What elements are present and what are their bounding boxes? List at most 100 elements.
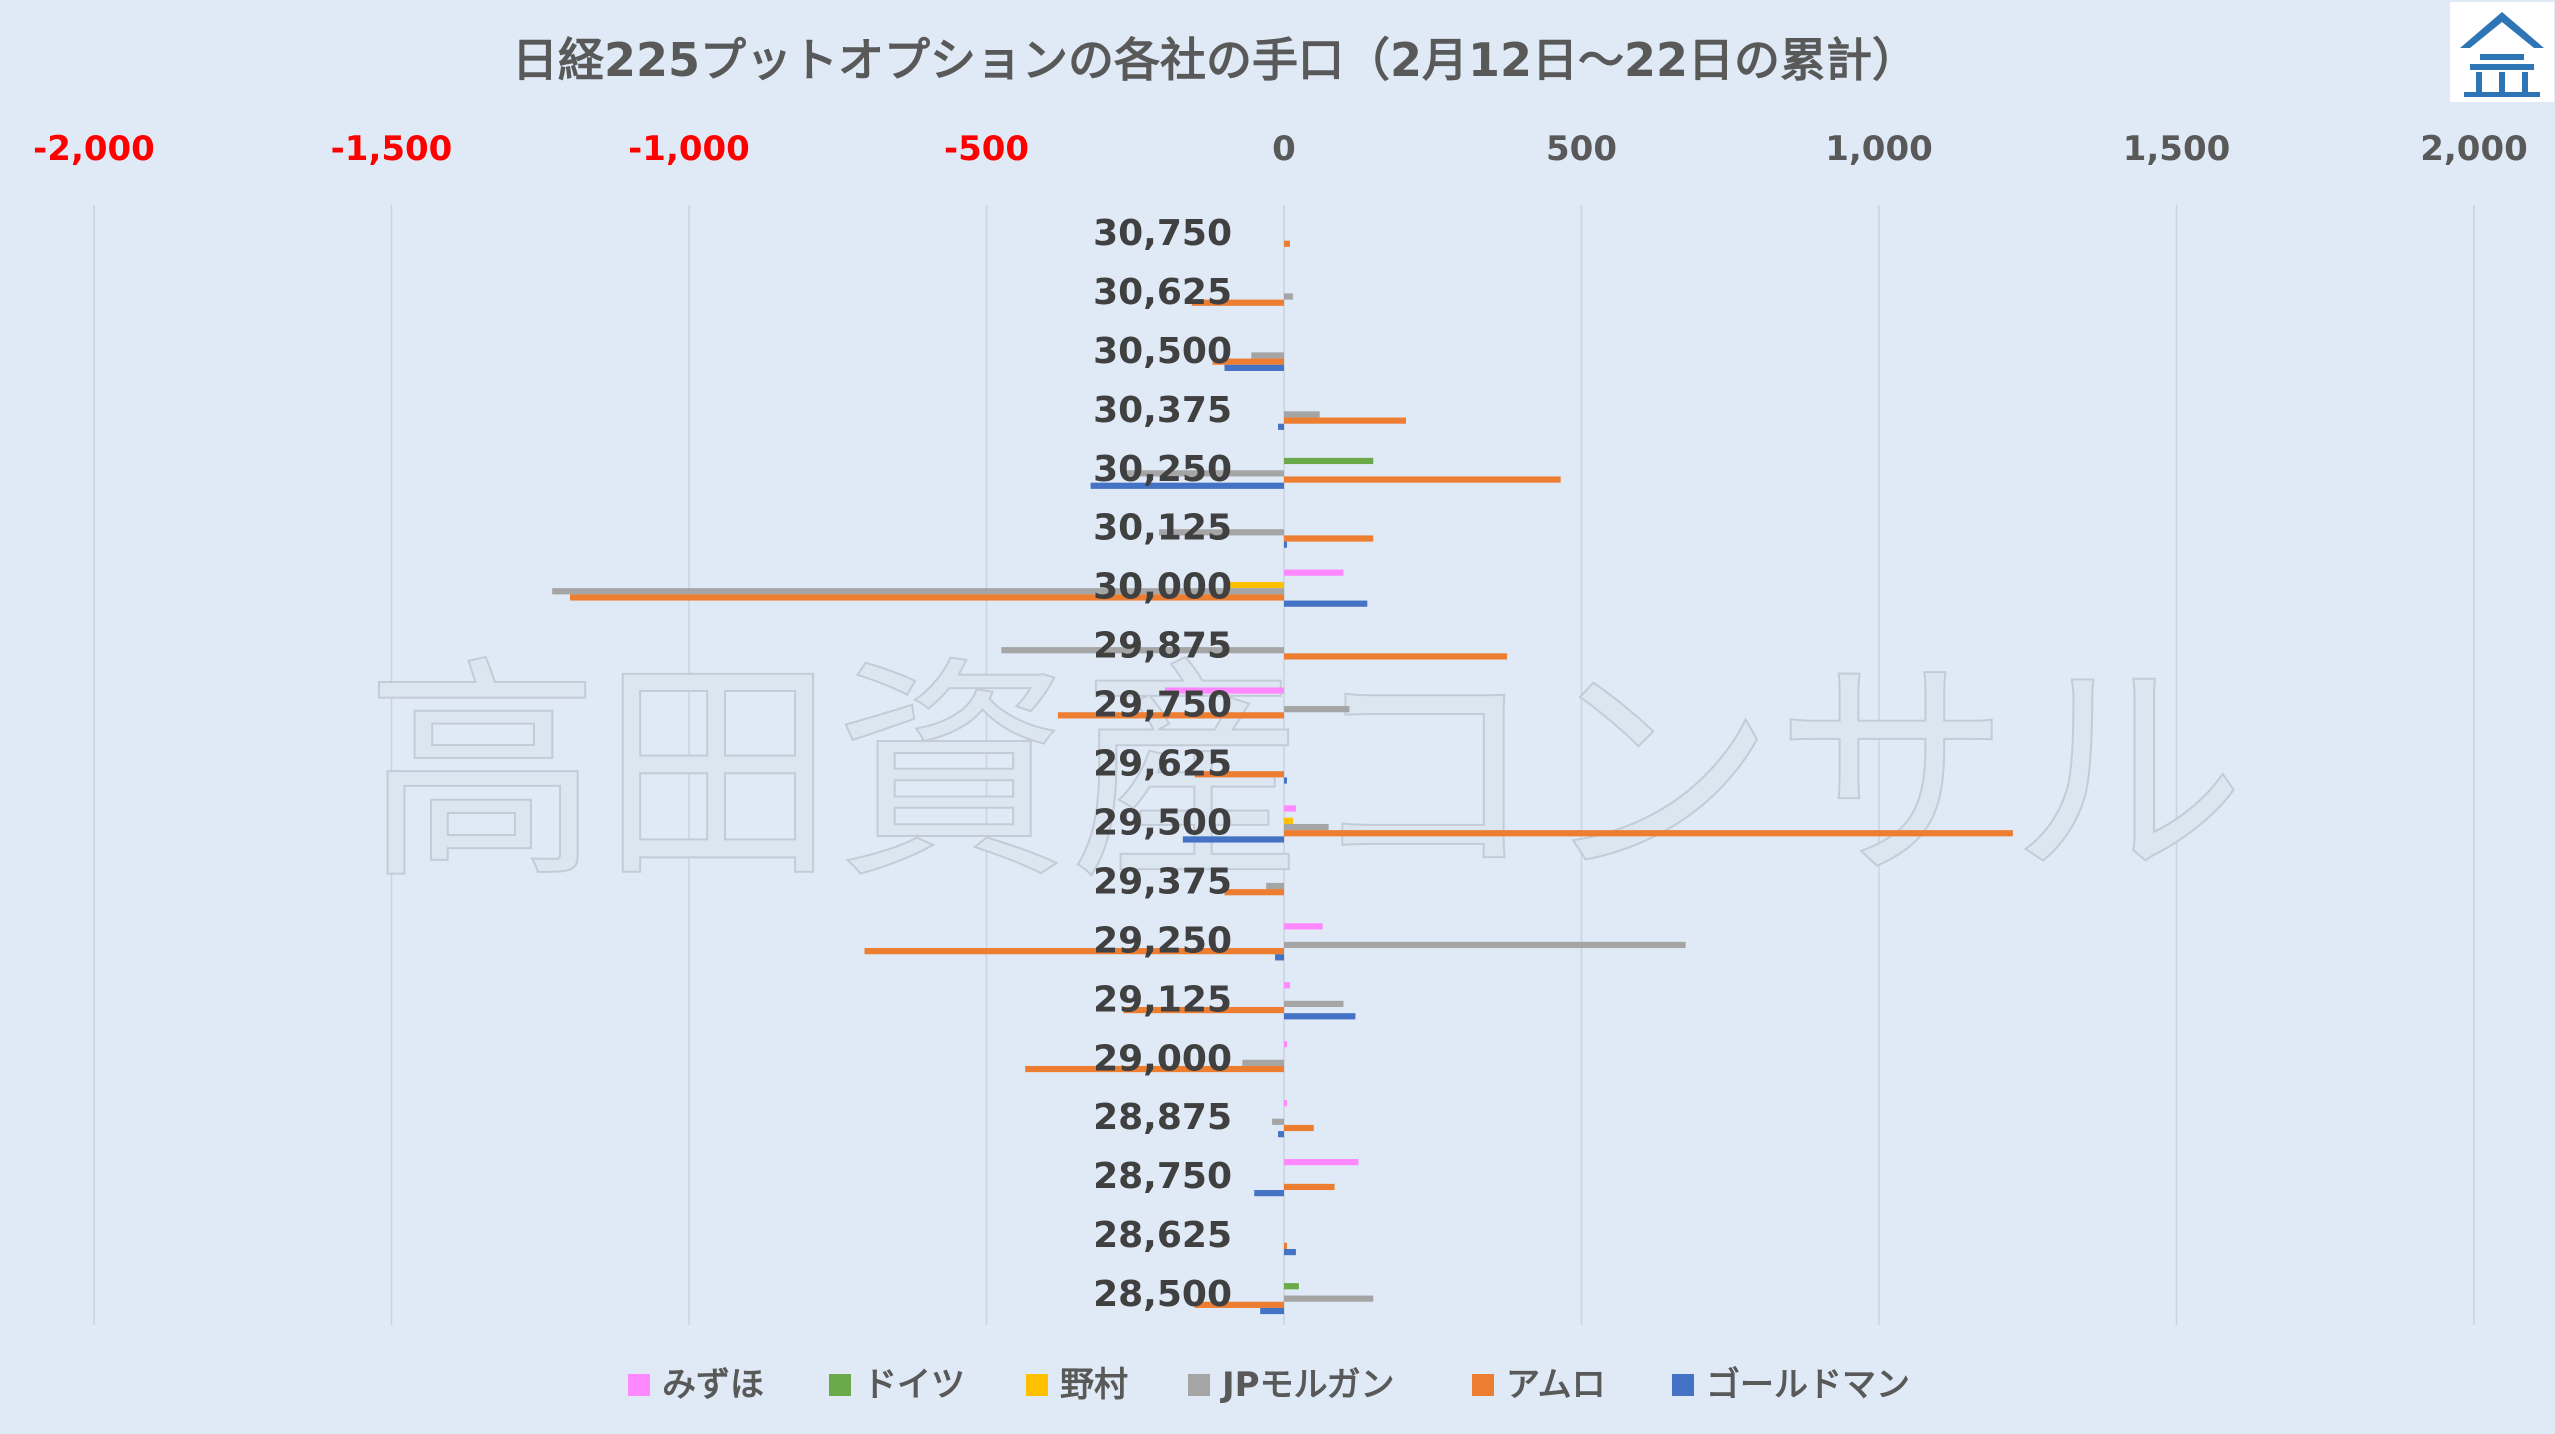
bar [1284, 569, 1344, 576]
bar [1227, 581, 1284, 589]
legend-swatch [1188, 1374, 1210, 1396]
bar [1284, 1100, 1287, 1107]
bar [1284, 777, 1287, 784]
logo-icon [2450, 2, 2554, 102]
legend-swatch [829, 1374, 851, 1396]
x-tick-label: 2,000 [2420, 129, 2528, 169]
bar [1284, 653, 1508, 660]
bar [570, 594, 1284, 601]
bar [1123, 1006, 1284, 1014]
x-axis-tick-labels: -2,000 -1,500 -1,000 -500 0 500 1,000 1,500 2,00… [33, 129, 2528, 169]
bar [1284, 541, 1287, 548]
bar [1194, 1301, 1284, 1308]
bar [1260, 1307, 1284, 1315]
bar [1224, 364, 1284, 371]
bar [1284, 1283, 1299, 1290]
legend-label: みずほ [662, 1365, 764, 1405]
bar [1284, 823, 1329, 831]
category-label: 29,000 [1093, 1038, 1232, 1079]
x-tick-label: -500 [944, 129, 1029, 169]
bar [1284, 293, 1293, 300]
x-tick-label: -1,500 [331, 129, 453, 169]
bar [1284, 600, 1368, 607]
bar [1284, 1000, 1344, 1007]
category-label: 30,125 [1093, 508, 1232, 549]
bar [1254, 1190, 1284, 1197]
x-tick-label: 0 [1272, 129, 1296, 169]
category-label: 30,250 [1093, 449, 1232, 490]
bar [864, 948, 1284, 955]
bar [1057, 712, 1284, 719]
bar [1284, 1159, 1359, 1166]
category-label: 30,625 [1093, 272, 1232, 313]
bar [1284, 706, 1350, 713]
bar [1284, 817, 1293, 824]
bar [1266, 882, 1284, 890]
x-tick-label: -2,000 [33, 129, 155, 169]
bar-series [552, 240, 2013, 1315]
legend-swatch [1472, 1374, 1494, 1396]
legend-swatch [1672, 1374, 1694, 1396]
category-label: 29,250 [1093, 920, 1232, 961]
bar [1191, 299, 1284, 306]
watermark: 高田資産コンサル [365, 638, 2245, 911]
category-label: 28,875 [1093, 1097, 1232, 1138]
bar [1194, 771, 1284, 778]
category-label: 29,375 [1093, 861, 1232, 902]
legend-label: ゴールドマン [1706, 1365, 1910, 1405]
bar [1272, 1118, 1284, 1125]
bar [1278, 1131, 1284, 1138]
bar [1284, 1183, 1335, 1191]
bar [1284, 535, 1374, 542]
bar [1182, 836, 1284, 843]
legend: みずほ ドイツ 野村 JPモルガン アムロ ゴールドマン [628, 1365, 1910, 1405]
legend-label: アムロ [1506, 1365, 1606, 1405]
category-label: 30,000 [1093, 567, 1232, 608]
x-tick-label: 1,000 [1825, 129, 1933, 169]
category-label: 28,750 [1093, 1156, 1232, 1197]
bar [1284, 1124, 1314, 1132]
bar [1212, 358, 1284, 365]
bar [1284, 411, 1320, 418]
bar [1284, 830, 2013, 837]
bar [1025, 1065, 1284, 1073]
category-label: 29,125 [1093, 979, 1232, 1020]
bar [1090, 482, 1284, 489]
category-label: 29,500 [1093, 802, 1232, 843]
legend-swatch [628, 1374, 650, 1396]
bar [1284, 1013, 1356, 1020]
bar [1159, 529, 1284, 536]
bar [1284, 982, 1290, 989]
bar [1251, 352, 1284, 359]
bar [1123, 470, 1284, 477]
bar [1284, 1041, 1287, 1048]
bar [1284, 240, 1290, 247]
bar [1284, 941, 1686, 949]
category-labels: 30,750 30,625 30,500 30,375 30,250 30,125 30,0… [1093, 213, 1232, 1315]
bar [1284, 1295, 1374, 1302]
bar [1224, 889, 1284, 896]
bar [1284, 805, 1296, 812]
x-tick-label: -1,000 [628, 129, 750, 169]
legend-label: JPモルガン [1220, 1365, 1395, 1405]
bar [1284, 417, 1406, 424]
category-label: 29,750 [1093, 685, 1232, 726]
bar [1284, 1242, 1287, 1249]
bar [1278, 423, 1284, 430]
legend-label: 野村 [1060, 1365, 1128, 1405]
bar [1284, 457, 1374, 465]
category-label: 28,500 [1093, 1274, 1232, 1315]
category-label: 30,750 [1093, 213, 1232, 254]
grid-lines [93, 205, 2475, 1325]
chart-title: 日経225プットオプションの各社の手口（2月12日～22日の累計） [512, 33, 1918, 87]
bar [1284, 923, 1323, 930]
category-label: 29,625 [1093, 744, 1232, 785]
legend-label: ドイツ [863, 1365, 965, 1405]
bar [552, 588, 1284, 595]
bar [1284, 1248, 1296, 1256]
category-label: 29,875 [1093, 626, 1232, 667]
category-label: 30,500 [1093, 331, 1232, 372]
x-tick-label: 1,500 [2123, 129, 2231, 169]
category-label: 28,625 [1093, 1215, 1232, 1256]
